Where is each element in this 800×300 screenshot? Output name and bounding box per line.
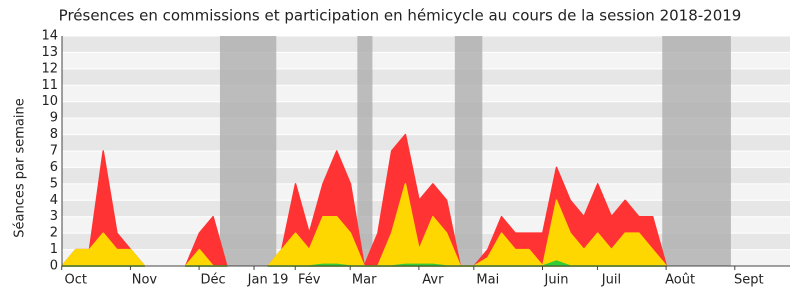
y-tick-label: 14	[41, 29, 58, 44]
y-tick-label: 1	[50, 242, 58, 257]
x-tick-label: Oct	[64, 273, 86, 288]
shaded-period	[662, 36, 731, 266]
y-tick-label: 8	[50, 127, 58, 142]
area	[61, 232, 146, 267]
shaded-period	[357, 36, 373, 266]
x-tick-label: Fév	[298, 273, 321, 288]
y-tick-label: 9	[50, 111, 58, 126]
y-tick-label: 5	[50, 176, 58, 191]
x-tick-label: Juin	[544, 273, 569, 288]
x-tick-label: Juil	[601, 273, 621, 288]
x-tick-label: Août	[665, 273, 695, 288]
x-tick-label: Nov	[132, 273, 158, 288]
y-tick-label: 7	[50, 144, 58, 159]
y-tick-label: 2	[50, 226, 58, 241]
y-tick-label: 6	[50, 160, 58, 175]
y-tick-label: 0	[50, 259, 58, 274]
y-tick-label: 12	[41, 61, 58, 76]
y-tick-label: 4	[50, 193, 58, 208]
y-tick-label: 3	[50, 209, 58, 224]
y-tick-label: 11	[41, 78, 58, 93]
chart-title: Présences en commissions et participatio…	[59, 7, 742, 25]
x-tick-label: Mai	[476, 273, 499, 288]
shaded-period	[219, 36, 277, 266]
x-tick-label: Jan 19	[247, 273, 289, 288]
x-tick-label: Sept	[734, 273, 764, 288]
shaded-period	[454, 36, 483, 266]
y-tick-label: 13	[41, 45, 58, 60]
x-tick-label: Déc	[201, 273, 226, 288]
y-tick-label: 10	[41, 94, 58, 109]
x-tick-label: Avr	[422, 273, 444, 288]
y-axis-label: Séances par semaine	[13, 98, 28, 237]
x-tick-label: Mar	[352, 273, 377, 288]
